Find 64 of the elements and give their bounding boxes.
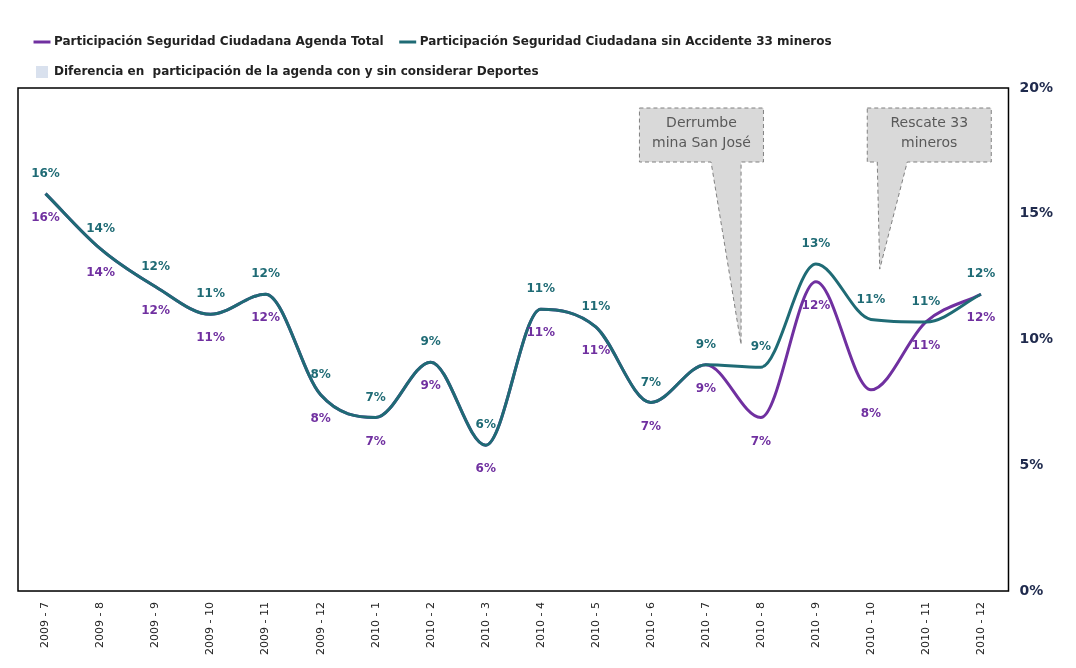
x-tick-label: 2010 - 9 (808, 602, 822, 649)
data-label: 6% (475, 461, 496, 476)
data-label: 11% (911, 338, 941, 353)
data-label: 9% (420, 378, 441, 393)
x-tick-label: 2010 - 2 (423, 602, 437, 649)
x-tick-label: 2010 - 3 (478, 602, 492, 649)
x-tick-label: 2010 - 12 (973, 602, 987, 656)
data-label: 11% (581, 343, 611, 358)
data-label: 7% (365, 389, 386, 404)
data-label: 16% (31, 165, 60, 180)
data-label: 12% (251, 310, 280, 325)
x-tick-label: 2010 - 8 (753, 602, 767, 649)
data-label: 11% (196, 286, 225, 301)
x-tick-label: 2010 - 4 (533, 602, 547, 649)
data-label: 12% (141, 302, 170, 317)
x-tick-label: 2010 - 1 (368, 602, 382, 649)
x-tick-label: 2009 - 10 (203, 602, 217, 656)
data-label: 11% (581, 299, 611, 314)
data-label: 12% (966, 266, 996, 281)
legend-label: Participación Seguridad Ciudadana Agenda Total (54, 34, 384, 49)
x-tick-label: 2010 - 5 (588, 602, 602, 649)
data-label: 9% (750, 339, 772, 354)
data-label: 8% (860, 405, 882, 420)
x-tick-label: 2009 - 8 (93, 602, 107, 649)
data-label: 11% (911, 294, 941, 309)
legend-label: Diferencia en participación de la agenda con y sin considerar Deportes (54, 64, 539, 79)
data-label: 12% (141, 258, 170, 273)
x-tick-label: 2010 - 10 (863, 602, 877, 656)
data-label: 16% (31, 209, 60, 224)
x-tick-label: 2010 - 7 (698, 602, 712, 649)
y-tick-label: 0% (1019, 581, 1044, 598)
data-label: 11% (526, 281, 556, 296)
x-tick-label: 2010 - 11 (918, 602, 932, 656)
y-tick-label: 20% (1019, 78, 1054, 95)
data-label: 12% (966, 310, 996, 325)
data-label: 8% (310, 410, 331, 425)
data-label: 13% (801, 236, 831, 251)
annotation: Rescate 33 mineros (890, 113, 969, 150)
annotation: Derrumbe mina San José (652, 113, 751, 150)
data-label: 8% (310, 366, 331, 381)
x-tick-label: 2010 - 6 (643, 602, 657, 649)
data-label: 14% (86, 265, 115, 280)
data-label: 7% (750, 433, 772, 448)
data-label: 11% (856, 291, 886, 306)
y-tick-label: 15% (1019, 204, 1054, 221)
data-label: 9% (420, 334, 441, 349)
data-label: 11% (196, 330, 225, 345)
data-label: 9% (695, 380, 717, 395)
data-label: 7% (640, 418, 661, 433)
data-label: 14% (86, 221, 115, 236)
data-label: 6% (475, 417, 496, 432)
x-tick-label: 2009 - 12 (313, 602, 327, 656)
data-label: 12% (801, 297, 831, 312)
data-label: 11% (526, 325, 556, 340)
y-tick-label: 5% (1019, 455, 1044, 472)
data-label: 12% (251, 266, 280, 281)
data-label: 7% (640, 374, 661, 389)
data-label: 9% (695, 336, 717, 351)
x-tick-label: 2009 - 7 (38, 602, 52, 649)
legend-label: Participación Seguridad Ciudadana sin Accidente 33 mineros (419, 34, 832, 49)
x-tick-label: 2009 - 11 (258, 602, 272, 656)
data-label: 7% (365, 433, 386, 448)
x-tick-label: 2009 - 9 (148, 602, 162, 649)
y-tick-label: 10% (1019, 330, 1054, 347)
